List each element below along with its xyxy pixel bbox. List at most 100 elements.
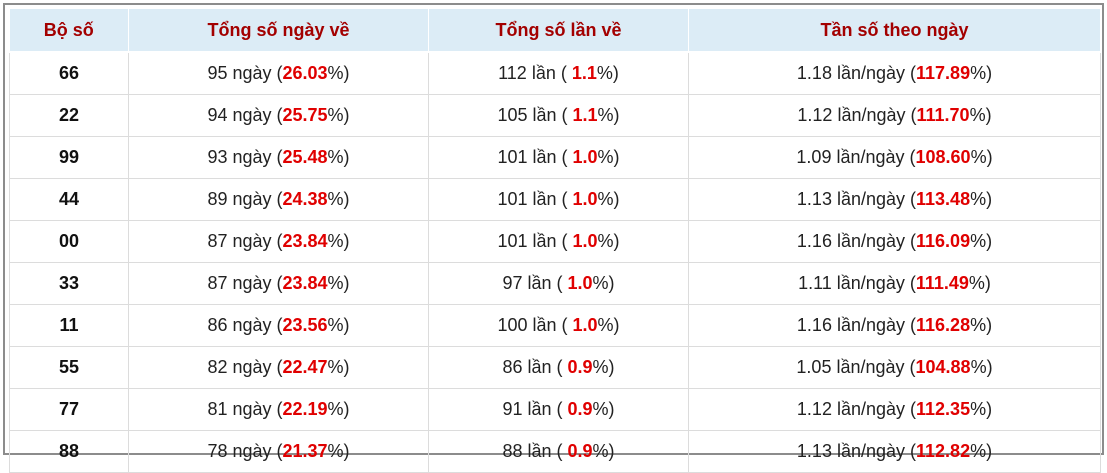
percent: 113.48 xyxy=(916,189,971,209)
percent: 23.56 xyxy=(282,315,328,335)
page: Bộ số Tổng số ngày về Tổng số lần về Tần số… xyxy=(3,3,1104,473)
text-part: 94 ngày ( xyxy=(207,105,283,125)
table-row: 44 89 ngày (24.38%) 101 lần ( 1.0%) 1.13 lầ… xyxy=(9,178,1101,221)
stat-cell: 81 ngày (22.19%) xyxy=(128,388,429,431)
text-part: %) xyxy=(592,399,615,419)
text-part: %) xyxy=(970,231,993,251)
percent: 1.0 xyxy=(572,231,598,251)
number-cell: 00 xyxy=(9,220,129,263)
text-part: %) xyxy=(327,105,350,125)
table-row: 88 78 ngày (21.37%) 88 lần ( 0.9%) 1.13 lần… xyxy=(9,430,1101,473)
text-part: %) xyxy=(970,441,993,461)
text-part: 1.05 lần/ngày ( xyxy=(796,357,916,377)
text-part: %) xyxy=(970,315,993,335)
text-part: %) xyxy=(597,105,620,125)
stat-cell: 1.13 lần/ngày (113.48%) xyxy=(688,178,1101,221)
percent: 104.88 xyxy=(915,357,971,377)
percent: 26.03 xyxy=(282,63,328,83)
text-part: 101 lần ( xyxy=(497,231,573,251)
text-part: %) xyxy=(327,441,350,461)
number-cell: 66 xyxy=(9,51,129,95)
stat-cell: 1.12 lần/ngày (111.70%) xyxy=(688,94,1101,137)
percent: 1.0 xyxy=(572,147,598,167)
stat-cell: 88 lần ( 0.9%) xyxy=(428,430,689,473)
text-part: 86 ngày ( xyxy=(207,315,283,335)
percent: 1.1 xyxy=(572,105,598,125)
stat-cell: 97 lần ( 1.0%) xyxy=(428,262,689,305)
percent: 117.89 xyxy=(916,63,971,83)
text-part: %) xyxy=(327,357,350,377)
text-part: %) xyxy=(597,231,620,251)
stat-cell: 1.12 lần/ngày (112.35%) xyxy=(688,388,1101,431)
percent: 21.37 xyxy=(282,441,328,461)
text-part: %) xyxy=(597,147,620,167)
text-part: %) xyxy=(327,147,350,167)
stat-cell: 101 lần ( 1.0%) xyxy=(428,220,689,263)
number-cell: 99 xyxy=(9,136,129,179)
text-part: 81 ngày ( xyxy=(207,399,283,419)
stat-cell: 112 lần ( 1.1%) xyxy=(428,51,689,95)
text-part: %) xyxy=(327,189,350,209)
stat-cell: 78 ngày (21.37%) xyxy=(128,430,429,473)
text-part: 93 ngày ( xyxy=(207,147,283,167)
stat-cell: 100 lần ( 1.0%) xyxy=(428,304,689,347)
percent: 116.09 xyxy=(916,231,971,251)
percent: 1.0 xyxy=(572,315,598,335)
table-row: 00 87 ngày (23.84%) 101 lần ( 1.0%) 1.16 lầ… xyxy=(9,220,1101,263)
text-part: 86 lần ( xyxy=(502,357,568,377)
text-part: 101 lần ( xyxy=(497,147,573,167)
percent: 111.49 xyxy=(915,273,969,293)
text-part: 1.16 lần/ngày ( xyxy=(796,231,917,251)
text-part: %) xyxy=(968,273,991,293)
table-row: 55 82 ngày (22.47%) 86 lần ( 0.9%) 1.05 lần… xyxy=(9,346,1101,389)
text-part: 87 ngày ( xyxy=(207,231,283,251)
number-cell: 77 xyxy=(9,388,129,431)
number-cell: 11 xyxy=(9,304,129,347)
percent: 23.84 xyxy=(282,273,328,293)
stat-cell: 82 ngày (22.47%) xyxy=(128,346,429,389)
text-part: %) xyxy=(597,189,620,209)
text-part: 112 lần ( xyxy=(498,63,572,83)
text-part: 89 ngày ( xyxy=(207,189,283,209)
stat-cell: 93 ngày (25.48%) xyxy=(128,136,429,179)
header-cell: Bộ số xyxy=(9,9,129,53)
number-cell: 44 xyxy=(9,178,129,221)
text-part: %) xyxy=(592,273,615,293)
text-part: %) xyxy=(969,105,992,125)
text-part: 95 ngày ( xyxy=(207,63,283,83)
text-part: %) xyxy=(596,63,619,83)
stat-cell: 95 ngày (26.03%) xyxy=(128,51,429,95)
percent: 24.38 xyxy=(282,189,328,209)
stat-cell: 1.16 lần/ngày (116.09%) xyxy=(688,220,1101,263)
text-part: 78 ngày ( xyxy=(207,441,283,461)
text-part: 87 ngày ( xyxy=(207,273,283,293)
percent: 112.82 xyxy=(916,441,971,461)
text-part: 1.16 lần/ngày ( xyxy=(796,315,917,335)
text-part: %) xyxy=(327,315,350,335)
text-part: %) xyxy=(327,63,350,83)
text-part: 88 lần ( xyxy=(502,441,568,461)
text-part: 100 lần ( xyxy=(497,315,573,335)
percent: 111.70 xyxy=(916,105,970,125)
stat-cell: 1.16 lần/ngày (116.28%) xyxy=(688,304,1101,347)
number-cell: 88 xyxy=(9,430,129,473)
percent: 0.9 xyxy=(567,399,593,419)
stats-table: Bộ số Tổng số ngày về Tổng số lần về Tần số… xyxy=(9,9,1101,473)
percent: 1.0 xyxy=(572,189,598,209)
stat-cell: 87 ngày (23.84%) xyxy=(128,220,429,263)
table-frame: Bộ số Tổng số ngày về Tổng số lần về Tần số… xyxy=(3,3,1104,473)
text-part: %) xyxy=(970,189,993,209)
text-part: %) xyxy=(970,357,993,377)
text-part: %) xyxy=(970,63,993,83)
text-part: 91 lần ( xyxy=(502,399,568,419)
text-part: 1.12 lần/ngày ( xyxy=(796,399,917,419)
text-part: %) xyxy=(597,315,620,335)
stat-cell: 89 ngày (24.38%) xyxy=(128,178,429,221)
table-row: 11 86 ngày (23.56%) 100 lần ( 1.0%) 1.16 lầ… xyxy=(9,304,1101,347)
text-part: 1.09 lần/ngày ( xyxy=(796,147,916,167)
percent: 0.9 xyxy=(567,441,593,461)
stat-cell: 101 lần ( 1.0%) xyxy=(428,136,689,179)
stat-cell: 1.18 lần/ngày (117.89%) xyxy=(688,51,1101,95)
table-row: 99 93 ngày (25.48%) 101 lần ( 1.0%) 1.09 lầ… xyxy=(9,136,1101,179)
percent: 112.35 xyxy=(916,399,971,419)
